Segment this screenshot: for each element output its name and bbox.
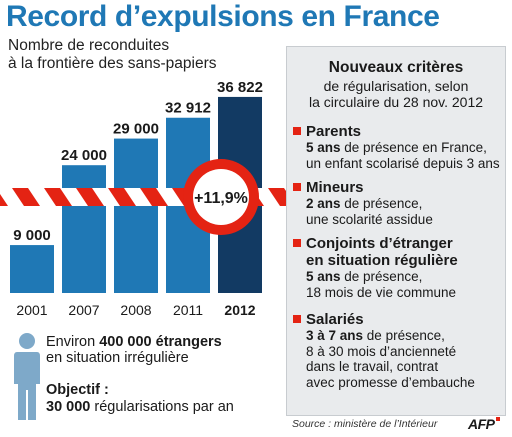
- subtitle-line-2: à la frontière des sans-papiers: [8, 55, 217, 72]
- person-icon: [14, 333, 40, 420]
- barrier-layer: +11,9%: [0, 159, 296, 235]
- criteria-subheading-2: la circulaire du 28 nov. 2012: [308, 94, 484, 110]
- x-tick-2008: 2008: [120, 302, 151, 318]
- criteria-box: Nouveaux critères de régularisation, sel…: [286, 46, 506, 416]
- stat-line-2: en situation irrégulière: [46, 350, 189, 366]
- criterion-title-line-2: en situation régulière: [306, 252, 458, 269]
- x-ticks-layer: 2001 2007 2008 2011 2012: [16, 302, 255, 318]
- criterion-body-line: 5 ans de présence en France,: [306, 140, 487, 155]
- barrier-stripe: [140, 188, 168, 206]
- x-tick-2012: 2012: [224, 302, 255, 318]
- chart-subtitle: Nombre de reconduites à la frontière des…: [8, 37, 268, 73]
- bullet-icon: [293, 315, 301, 323]
- afp-logo-icon: AFP: [467, 416, 500, 432]
- svg-text:AFP: AFP: [467, 416, 496, 432]
- bullet-icon: [293, 239, 301, 247]
- criterion-body-line: 2 ans de présence,: [306, 196, 423, 211]
- bar-2008: [114, 138, 158, 293]
- criterion-title: Conjoints d’étranger: [306, 235, 453, 252]
- barrier-stripe: [44, 188, 72, 206]
- x-tick-2011: 2011: [173, 302, 203, 318]
- value-label-2008: 29 000: [113, 121, 159, 138]
- criterion-body-line: 5 ans de présence,: [306, 269, 423, 284]
- barrier-stripe: [108, 188, 136, 206]
- criterion-title: Mineurs: [306, 179, 364, 196]
- barrier-stripe: [12, 188, 40, 206]
- bar-chart: +11,9% 9 000 24 000 29 000 32 912 36 822 200…: [0, 79, 296, 318]
- growth-annotation: +11,9%: [194, 190, 248, 207]
- criterion-mineurs: Mineurs 2 ans de présence, une scolarité…: [293, 179, 501, 227]
- stat-text: Environ 400 000 étrangers en situation i…: [46, 334, 278, 366]
- value-label-2012: 36 822: [217, 79, 263, 96]
- bullet-icon: [293, 127, 301, 135]
- criterion-body-line: 8 à 30 mois d’ancienneté: [306, 343, 457, 359]
- value-label-2011: 32 912: [165, 100, 211, 117]
- objectif-label: Objectif :: [46, 382, 109, 398]
- afp-logo: AFP: [466, 414, 506, 434]
- stat-line-1: Environ 400 000 étrangers: [46, 334, 222, 350]
- page-title: Record d’expulsions en France: [6, 0, 440, 33]
- criterion-body-line: avec promesse d’embauche: [306, 374, 475, 390]
- criterion-body-line: 3 à 7 ans de présence,: [306, 328, 445, 343]
- sign-center: [193, 169, 249, 225]
- value-labels-layer: 9 000 24 000 29 000 32 912 36 822: [13, 79, 263, 244]
- criteria-subheading-1: de régularisation, selon: [323, 78, 469, 94]
- bar-2001: [10, 245, 54, 293]
- criteria-heading: Nouveaux critères: [328, 59, 464, 76]
- x-tick-2007: 2007: [68, 302, 99, 318]
- bar-2007: [62, 165, 106, 293]
- criterion-body-line: dans le travail, contrat: [306, 359, 439, 374]
- value-label-2001: 9 000: [13, 227, 51, 244]
- criterion-title: Parents: [306, 123, 362, 140]
- x-tick-2001: 2001: [16, 302, 47, 318]
- criterion-body-line: un enfant scolarisé depuis 3 ans: [306, 155, 500, 171]
- source-note: Source : ministère de l’Intérieur: [292, 418, 438, 430]
- criterion-title: Salariés: [306, 311, 364, 328]
- criterion-parents: Parents 5 ans de présence en France, un …: [293, 123, 501, 171]
- criterion-conjoints: Conjoints d’étranger en situation réguli…: [293, 235, 501, 300]
- bullet-icon: [293, 183, 301, 191]
- objectif-text: 30 000 régularisations par an: [46, 399, 234, 415]
- criterion-body-line: 18 mois de vie commune: [306, 284, 457, 300]
- criterion-body-line: une scolarité assidue: [306, 211, 433, 227]
- barrier-stripe: [0, 194, 8, 206]
- criterion-salaries: Salariés 3 à 7 ans de présence, 8 à 30 m…: [293, 311, 501, 390]
- barrier-stripe: [76, 188, 104, 206]
- value-label-2007: 24 000: [61, 147, 107, 164]
- subtitle-line-1: Nombre de reconduites: [8, 37, 170, 54]
